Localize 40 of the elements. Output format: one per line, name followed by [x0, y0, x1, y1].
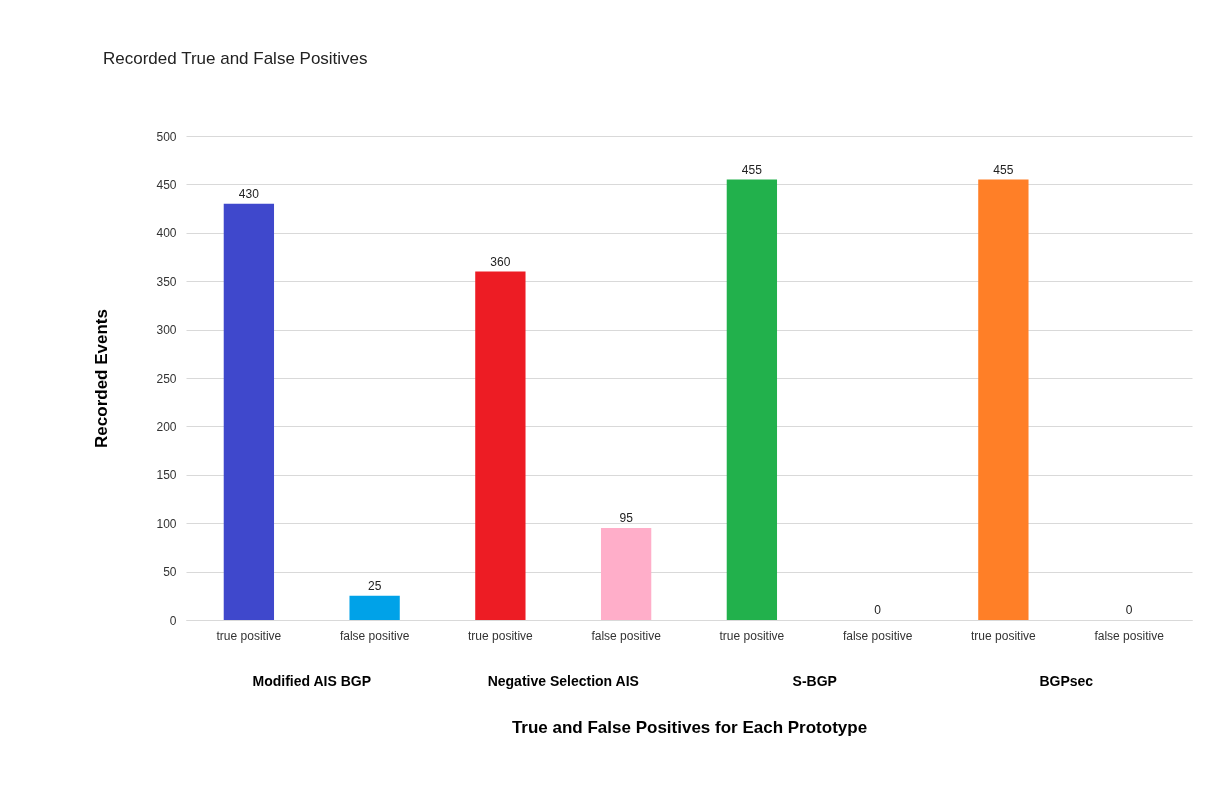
data-label: 0: [874, 603, 882, 617]
x-tick-label: true positive: [216, 628, 282, 643]
y-tick-label: 450: [156, 177, 177, 192]
data-label: 430: [238, 186, 260, 201]
data-label: 25: [367, 578, 382, 593]
y-tick-label: 300: [156, 323, 177, 338]
bar: [475, 271, 526, 620]
text: S-BGP: [792, 673, 837, 689]
bar: [223, 203, 275, 620]
bar: [726, 179, 778, 620]
x-tick-label: false positive: [339, 628, 410, 643]
data-label: 0: [1125, 603, 1133, 617]
text: BGPsec: [1039, 673, 1094, 689]
bar: [600, 528, 652, 620]
bar: [349, 595, 400, 620]
x-tick-label: false positive: [842, 628, 913, 643]
y-tick-label: 250: [156, 371, 177, 386]
x-tick-label: true positive: [971, 628, 1037, 643]
data-label: 95: [619, 511, 634, 526]
y-axis-title: Recorded Events: [92, 309, 112, 448]
y-tick-label: 400: [156, 226, 177, 241]
x-tick-label: false positive: [591, 628, 662, 643]
x-axis-title: True and False Positives for Each Prototype: [511, 717, 868, 737]
y-tick-label: 500: [156, 129, 177, 144]
y-tick-label: 50: [163, 565, 177, 580]
x-tick-label: true positive: [719, 628, 785, 643]
y-tick-label: 350: [156, 274, 177, 289]
y-tick-label: 100: [156, 516, 177, 531]
y-tick-label: 0: [169, 613, 177, 628]
data-label: 455: [741, 162, 763, 177]
data-label: 360: [490, 254, 511, 269]
data-label: 455: [993, 162, 1014, 177]
x-tick-label: false positive: [1094, 628, 1165, 643]
bar: [978, 179, 1029, 620]
text: Modified AIS BGP: [252, 673, 371, 689]
text: Negative Selection AIS: [487, 673, 639, 689]
y-tick-label: 200: [156, 419, 177, 434]
y-tick-label: 150: [156, 468, 177, 483]
x-tick-label: true positive: [468, 628, 534, 643]
chart-title: Recorded True and False Positives: [103, 49, 368, 68]
